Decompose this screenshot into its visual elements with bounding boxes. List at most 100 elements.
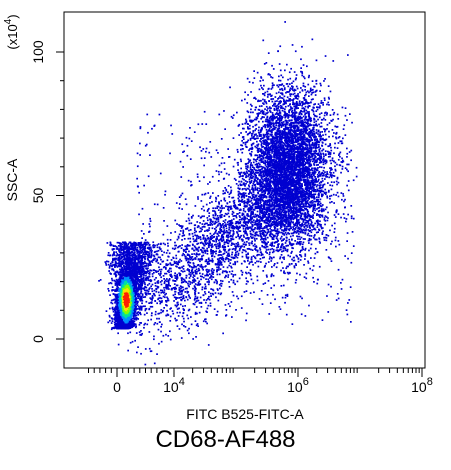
event-dot [263,189,266,191]
event-dot [246,234,249,236]
event-dot [302,115,305,118]
event-dot [215,252,217,255]
event-dot [294,95,296,97]
event-dot [167,280,170,283]
event-dot [176,325,179,327]
event-dot [187,244,190,247]
event-dot [234,283,236,286]
event-dot [212,210,214,212]
event-dot [301,230,304,232]
event-dot [265,152,267,155]
event-dot [297,95,300,98]
event-dot [278,139,281,141]
event-dot [245,189,247,191]
event-dot [234,254,236,257]
event-dot [186,290,189,293]
event-dot [262,191,264,193]
event-dot [275,224,278,227]
event-dot [265,135,268,138]
event-dot [192,279,194,282]
event-dot [278,142,281,145]
event-dot [278,162,281,164]
event-dot [313,117,315,120]
event-dot [207,258,210,261]
event-dot [182,305,184,308]
event-dot [214,211,217,213]
event-dot [219,228,221,231]
event-dot [252,282,255,285]
event-dot [296,87,299,90]
event-dot [241,251,244,254]
event-dot [251,194,254,196]
event-dot [259,223,261,225]
event-dot [241,217,244,220]
event-dot [176,278,178,281]
event-dot [333,231,336,233]
event-dot [199,272,201,275]
event-dot [248,196,250,198]
event-dot [326,103,328,106]
event-dot [289,225,292,228]
event-dot [284,124,287,127]
event-dot [209,241,211,244]
event-dot [273,226,276,228]
event-dot [254,199,257,201]
event-dot [231,117,234,119]
event-dot [278,249,281,252]
event-dot [268,121,271,123]
event-dot [183,309,185,311]
event-dot [188,255,191,258]
event-dot [323,99,326,101]
event-dot [296,272,298,275]
event-dot [313,170,316,172]
event-dot [156,259,159,262]
event-dot [197,198,199,200]
event-dot [262,173,265,176]
event-dot [263,205,265,207]
event-dot [275,183,278,185]
event-dot [212,233,215,236]
event-dot [177,315,180,317]
event-dot [211,227,214,230]
event-dot [188,273,190,276]
event-dot [177,246,179,249]
event-dot [135,303,137,305]
event-dot [194,290,197,292]
event-dot [143,289,146,292]
event-dot [194,240,196,242]
event-dot [331,109,334,111]
event-dot [175,298,177,300]
event-dot [325,161,328,164]
event-dot [167,245,169,247]
event-dot [281,195,284,197]
event-dot [301,224,304,227]
event-dot [244,206,246,208]
event-dot [206,322,208,325]
event-dot [268,195,271,197]
event-dot [251,242,253,245]
event-dot [270,199,272,202]
event-dot [335,180,338,183]
event-dot [160,330,162,333]
event-dot [227,257,229,260]
event-dot [180,270,183,272]
event-dot [260,159,262,161]
event-dot [256,250,259,253]
event-dot [252,244,255,247]
event-dot [307,205,310,208]
event-dot [248,184,250,187]
event-dot [249,209,252,211]
event-dot [258,298,261,300]
event-dot [270,214,273,216]
event-dot [195,268,198,271]
event-dot [195,300,198,302]
event-dot [220,239,223,242]
event-dot [237,193,240,195]
event-dot [206,273,209,276]
event-dot [162,334,165,337]
event-dot [158,294,161,297]
event-dot [243,218,246,221]
event-dot [147,319,149,322]
event-dot [193,231,196,234]
event-dot [234,205,237,208]
